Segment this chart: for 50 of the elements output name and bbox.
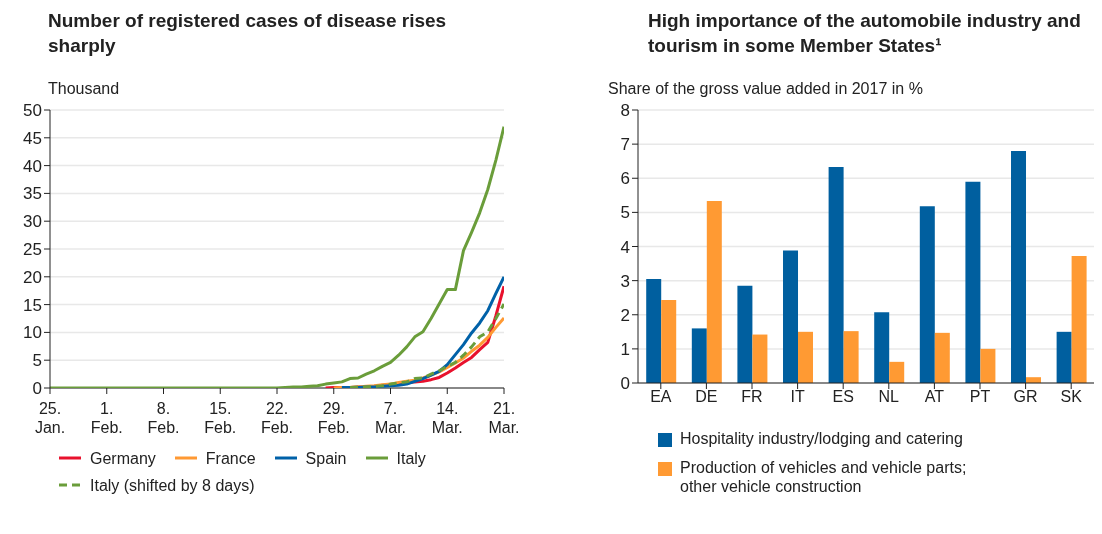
y-tick-label: 25 (23, 240, 42, 260)
y-tick-label: 10 (23, 323, 42, 343)
y-tick-label: 40 (23, 156, 42, 176)
y-tick-label: 20 (23, 267, 42, 287)
x-tick-label: 7. Mar. (374, 400, 407, 436)
x-tick-label: IT (790, 388, 805, 406)
x-tick-label: 15. Feb. (204, 400, 237, 436)
y-tick-label: 30 (23, 212, 42, 232)
x-tick-label: SK (1060, 388, 1083, 406)
x-tick-label: GR (1013, 388, 1038, 406)
y-tick-label: 4 (620, 237, 630, 257)
y-tick-label: 7 (620, 135, 630, 155)
x-tick-label: 8. Feb. (147, 400, 180, 436)
x-tick-label: DE (695, 388, 718, 406)
y-tick-label: 50 (23, 101, 42, 121)
legend-label: France (205, 449, 256, 468)
y-tick-label: 6 (620, 169, 630, 189)
x-tick-label: 29. Feb. (317, 400, 350, 436)
chart-title: Number of registered cases of disease rises sharply (48, 9, 448, 58)
y-tick-label: 45 (23, 128, 42, 148)
x-tick-label: PT (969, 388, 991, 406)
x-tick-label: 22. Feb. (260, 400, 294, 436)
y-tick-label: 0 (620, 374, 630, 394)
x-tick-label: FR (741, 388, 763, 406)
legend-label: Production of vehicles and vehicle parts; other vehicle construction (680, 458, 968, 496)
y-tick-label: 2 (620, 305, 630, 325)
y-tick-label: 35 (23, 184, 42, 204)
x-tick-label: 14. Mar. (431, 400, 463, 436)
y-tick-label: 15 (23, 295, 42, 315)
x-tick-label: EA (650, 388, 672, 406)
legend-label: Italy (shifted by 8 days) (90, 476, 255, 495)
y-tick-label: 5 (620, 203, 630, 223)
x-tick-label: 1. Feb. (90, 400, 123, 436)
y-tick-label: 8 (620, 101, 630, 121)
x-tick-label: NL (878, 388, 900, 406)
x-tick-label: AT (924, 388, 945, 406)
legend-label: Germany (90, 449, 156, 468)
legend-label: Italy (396, 449, 426, 468)
x-tick-label: 21. Mar. (488, 400, 520, 436)
x-tick-label: ES (832, 388, 854, 406)
y-tick-label: 0 (32, 379, 42, 399)
y-axis-title: Thousand (48, 80, 121, 98)
y-axis-title: Share of the gross value added in 2017 in % (608, 80, 924, 98)
legend-label: Spain (305, 449, 347, 468)
x-tick-label: 25. Jan. (34, 400, 66, 436)
chart-title: High importance of the automobile industry and tourism in some Member States¹ (648, 9, 1082, 58)
y-tick-label: 1 (620, 339, 630, 359)
y-tick-label: 5 (32, 351, 42, 371)
y-tick-label: 3 (620, 271, 630, 291)
legend-label: Hospitality industry/lodging and catering (680, 429, 963, 448)
